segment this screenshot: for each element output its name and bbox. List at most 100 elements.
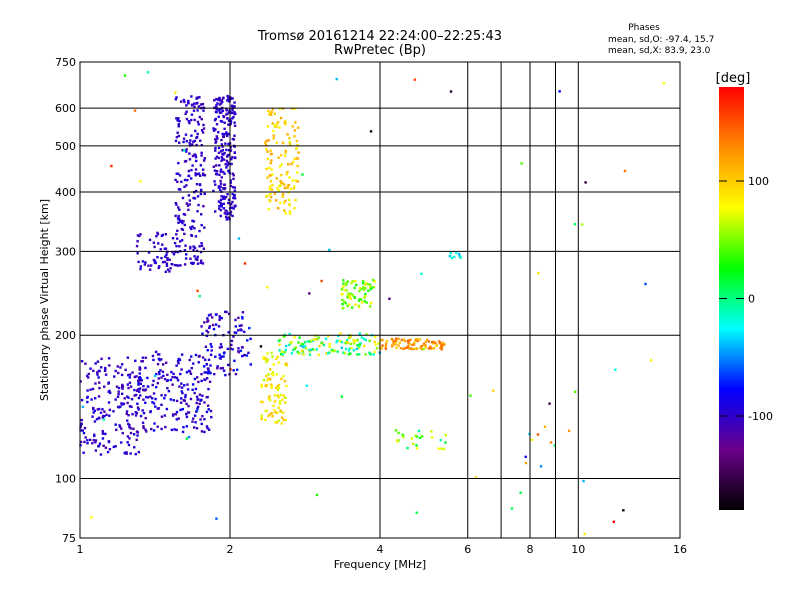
data-point — [269, 113, 273, 116]
data-point — [230, 343, 233, 347]
data-point — [165, 251, 169, 254]
data-point — [270, 159, 273, 162]
data-point — [278, 165, 282, 168]
data-point — [157, 407, 161, 410]
data-point — [164, 361, 168, 364]
data-point — [199, 261, 202, 265]
data-point — [194, 155, 198, 159]
data-point — [357, 299, 361, 303]
data-point — [215, 517, 218, 520]
data-point — [272, 129, 275, 133]
data-point — [160, 358, 163, 361]
data-point — [422, 347, 425, 351]
data-point — [184, 112, 187, 116]
data-point — [210, 345, 213, 348]
data-point — [214, 117, 217, 121]
data-point — [196, 398, 199, 401]
data-point — [81, 405, 85, 409]
data-point — [229, 347, 232, 350]
data-point — [264, 418, 267, 422]
data-point — [290, 162, 293, 166]
data-point — [220, 159, 223, 162]
data-point — [156, 362, 160, 366]
data-point — [215, 155, 219, 158]
data-point — [190, 227, 193, 231]
data-point — [361, 301, 364, 304]
data-point — [177, 357, 181, 361]
data-point — [164, 233, 168, 236]
data-point — [276, 394, 279, 397]
data-point — [354, 339, 357, 343]
data-point — [194, 168, 198, 171]
data-point — [129, 431, 133, 435]
data-point — [106, 450, 110, 454]
data-point — [342, 282, 345, 285]
data-point — [200, 379, 203, 383]
data-point — [364, 283, 367, 286]
data-point — [411, 442, 415, 446]
data-point — [213, 169, 217, 172]
data-point — [388, 297, 391, 300]
y-tick-label: 100 — [55, 473, 76, 486]
data-point — [117, 386, 121, 390]
data-point — [163, 397, 166, 400]
data-point — [378, 341, 381, 344]
data-point — [290, 352, 294, 355]
data-point — [232, 185, 235, 189]
data-point — [139, 394, 142, 397]
data-point — [131, 371, 134, 374]
data-point — [295, 157, 298, 160]
data-point — [284, 212, 287, 215]
data-point — [328, 248, 331, 252]
data-point — [184, 133, 188, 136]
data-point — [353, 280, 357, 283]
data-point — [419, 346, 422, 349]
y-tick-label: 75 — [62, 532, 76, 545]
data-point — [128, 373, 132, 376]
data-point — [188, 370, 192, 373]
data-point — [295, 147, 299, 150]
data-point — [188, 158, 192, 161]
data-point — [188, 199, 192, 202]
data-point — [147, 264, 150, 267]
data-point — [282, 374, 285, 378]
data-point — [195, 143, 198, 147]
data-point — [193, 377, 197, 381]
data-point — [134, 452, 137, 456]
data-point — [183, 213, 187, 216]
data-point — [179, 100, 183, 103]
data-point — [178, 385, 181, 388]
data-point — [318, 344, 321, 348]
data-point — [440, 348, 443, 351]
data-point — [240, 324, 243, 327]
data-point — [524, 461, 528, 465]
data-point — [206, 317, 209, 320]
data-point — [232, 207, 235, 210]
data-point — [292, 160, 295, 164]
data-point — [183, 263, 187, 266]
data-point — [79, 426, 82, 429]
data-point — [86, 439, 89, 442]
data-point — [94, 449, 98, 452]
data-point — [212, 165, 215, 168]
data-point — [288, 343, 291, 347]
data-point — [118, 425, 122, 428]
data-point — [184, 393, 187, 397]
data-point — [265, 139, 268, 143]
data-point — [137, 383, 140, 386]
data-point — [184, 159, 188, 163]
data-point — [120, 402, 123, 405]
data-point — [145, 430, 148, 433]
data-point — [341, 302, 344, 306]
data-point — [548, 402, 551, 405]
data-point — [196, 405, 200, 409]
data-point — [229, 184, 233, 188]
data-point — [220, 176, 223, 179]
data-point — [416, 339, 419, 343]
data-point — [347, 292, 350, 295]
data-point — [151, 354, 155, 358]
data-point — [510, 507, 514, 510]
data-point — [414, 434, 417, 437]
data-point — [202, 159, 206, 162]
data-point — [82, 431, 86, 435]
